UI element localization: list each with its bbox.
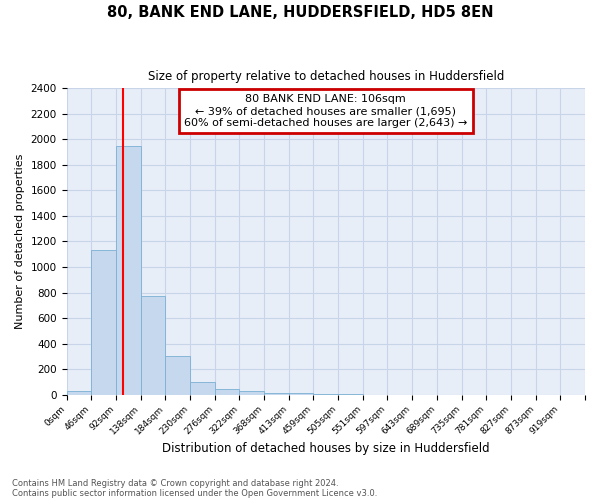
Bar	[239, 391, 264, 394]
Text: 80 BANK END LANE: 106sqm
← 39% of detached houses are smaller (1,695)
60% of sem: 80 BANK END LANE: 106sqm ← 39% of detach…	[184, 94, 467, 128]
Bar	[165, 356, 190, 395]
Title: Size of property relative to detached houses in Huddersfield: Size of property relative to detached ho…	[148, 70, 504, 83]
Text: Contains public sector information licensed under the Open Government Licence v3: Contains public sector information licen…	[12, 488, 377, 498]
Bar	[140, 296, 165, 394]
Bar	[91, 250, 116, 394]
Y-axis label: Number of detached properties: Number of detached properties	[15, 154, 25, 329]
Bar	[190, 382, 215, 394]
Text: 80, BANK END LANE, HUDDERSFIELD, HD5 8EN: 80, BANK END LANE, HUDDERSFIELD, HD5 8EN	[107, 5, 493, 20]
X-axis label: Distribution of detached houses by size in Huddersfield: Distribution of detached houses by size …	[162, 442, 490, 455]
Bar	[116, 146, 140, 394]
Text: Contains HM Land Registry data © Crown copyright and database right 2024.: Contains HM Land Registry data © Crown c…	[12, 478, 338, 488]
Bar	[215, 389, 239, 394]
Bar	[264, 392, 289, 394]
Bar	[67, 391, 91, 394]
